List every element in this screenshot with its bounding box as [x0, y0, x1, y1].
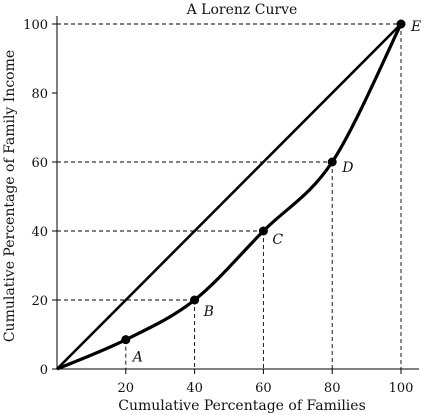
point-C	[258, 226, 268, 236]
point-D	[327, 157, 337, 167]
x-tick-label-100: 100	[389, 381, 414, 396]
point-label-B: B	[203, 304, 214, 320]
axes	[52, 16, 419, 374]
y-tick-label-40: 40	[31, 225, 48, 240]
x-axis-title: Cumulative Percentage of Families	[118, 398, 366, 414]
y-tick-label-0: 0	[40, 363, 48, 378]
x-tick-label-40: 40	[186, 381, 203, 396]
tick-labels: 0 20 40 60 80 100 20 40 60 80 100	[23, 18, 413, 396]
y-tick-label-20: 20	[31, 294, 48, 309]
point-A	[121, 335, 131, 345]
point-B	[190, 295, 200, 305]
data-points: A B C D E	[121, 19, 421, 366]
point-E	[396, 19, 406, 29]
chart-title: A Lorenz Curve	[186, 2, 298, 18]
x-tick-label-20: 20	[118, 381, 135, 396]
guide-lines	[57, 23, 402, 369]
y-tick-label-80: 80	[31, 87, 48, 102]
point-label-A: A	[131, 350, 143, 366]
x-tick-label-60: 60	[255, 381, 272, 396]
point-label-D: D	[341, 160, 353, 176]
line-of-equality	[56, 23, 402, 370]
y-tick-label-100: 100	[23, 18, 48, 33]
point-label-C: C	[272, 232, 283, 248]
x-tick-label-80: 80	[324, 381, 341, 396]
y-tick-label-60: 60	[31, 156, 48, 171]
y-axis-title: Cumulative Percentage of Family Income	[2, 50, 18, 342]
point-label-E: E	[410, 19, 421, 35]
